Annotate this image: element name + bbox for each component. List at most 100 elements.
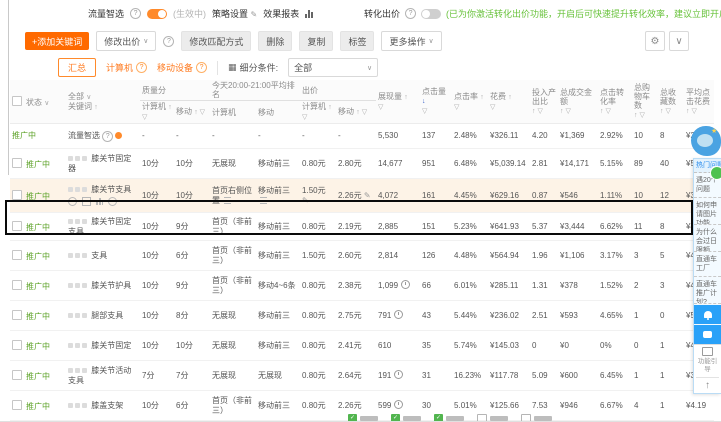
header-metric[interactable]: 平均点击花费 ↑ ▽: [684, 80, 715, 124]
segment-filter-select[interactable]: 全部 ∨: [288, 58, 379, 77]
target-icon[interactable]: [68, 197, 77, 206]
impression-info-icon[interactable]: [394, 370, 404, 379]
header-metric[interactable]: 总收藏数 ↑ ▽: [658, 80, 685, 124]
bid-mobile-cell[interactable]: 2.26元 ✎: [336, 178, 377, 213]
edit-bid-icon[interactable]: ✎: [363, 190, 371, 200]
keyword-cell[interactable]: 膝盖支架: [66, 390, 140, 421]
keyword-cell[interactable]: 腿部支具: [66, 300, 140, 331]
tab-pc[interactable]: 计算机?: [106, 61, 148, 74]
row-checkbox[interactable]: [12, 157, 22, 168]
rank-list-icon[interactable]: [224, 196, 232, 204]
help-icon[interactable]: ?: [405, 8, 417, 19]
header-group-rank[interactable]: 今天20:00-21:00平均排名: [210, 80, 301, 101]
guide-icon[interactable]: [702, 347, 713, 356]
subheader-rank-pc[interactable]: 计算机: [210, 100, 256, 124]
keyword-cell[interactable]: 膝关节支具: [66, 178, 140, 213]
row-checkbox[interactable]: [12, 339, 22, 350]
row-checkbox[interactable]: [12, 189, 22, 200]
settings-gear-button[interactable]: ⚙: [645, 31, 665, 51]
legend-checkbox-icon[interactable]: [434, 414, 443, 421]
subheader-bid-pc[interactable]: 计算机 ↑ ▽: [300, 100, 337, 124]
header-metric[interactable]: 总成交金额 ↑ ▽: [558, 80, 599, 124]
bid-pc-cell[interactable]: 1.50元 ✎: [300, 178, 337, 213]
notification-button[interactable]: [694, 305, 721, 324]
header-group-quality[interactable]: 质量分: [140, 80, 210, 101]
row-checkbox[interactable]: [12, 279, 22, 290]
header-metric[interactable]: 总购物车数 ↑ ▽: [632, 80, 659, 124]
help-icon[interactable]: ?: [102, 130, 114, 142]
legend-checkbox-icon[interactable]: [348, 414, 357, 421]
faq-link[interactable]: 遇20个问题: [694, 173, 721, 198]
more-actions-dropdown[interactable]: 更多操作 ∨: [381, 31, 442, 51]
keyword-text[interactable]: 膝关节护具: [91, 280, 132, 290]
tab-summary[interactable]: 汇总: [58, 58, 97, 77]
impression-info-icon[interactable]: [394, 310, 404, 319]
subheader-rank-mobile[interactable]: 移动: [256, 100, 301, 124]
chart-icon[interactable]: [96, 198, 103, 205]
select-all-checkbox[interactable]: [12, 95, 22, 106]
back-to-top-button[interactable]: ↑: [705, 380, 710, 391]
header-keyword[interactable]: 全部 ∨ 关键词 ↑: [66, 80, 140, 124]
header-status-filter[interactable]: 状态 ∨: [10, 80, 66, 124]
keyword-text[interactable]: 膝盖支架: [91, 400, 124, 410]
faq-link[interactable]: 直通车工厂: [694, 252, 721, 277]
subheader-quality-mobile[interactable]: 移动 ↑ ▽: [174, 100, 210, 124]
header-metric[interactable]: 花费 ↑ ▽: [488, 80, 531, 124]
gmv-cell: ¥600: [558, 360, 599, 391]
header-metric[interactable]: 展现量 ↑ ▽: [376, 80, 421, 124]
rank-list-icon[interactable]: [260, 196, 267, 204]
faq-link[interactable]: 如何申请图片功能: [694, 198, 721, 225]
keyword-cell[interactable]: 支具: [66, 240, 140, 271]
keyword-cell[interactable]: 膝关节固定支具: [66, 212, 140, 241]
modify-bid-dropdown[interactable]: 修改出价 ∨: [96, 31, 157, 51]
faq-link[interactable]: 为什么会过日限额: [694, 225, 721, 252]
keyword-text[interactable]: 膝关节固定器: [68, 153, 132, 173]
faq-link[interactable]: 直通车推广计划?: [694, 277, 721, 304]
header-metric[interactable]: 点击率 ↑ ▽: [452, 80, 489, 124]
keyword-cell[interactable]: 膝关节固定: [66, 330, 140, 361]
subheader-bid-mobile[interactable]: 移动 ↑ ▽: [336, 100, 377, 124]
help-icon[interactable]: ?: [163, 35, 175, 47]
detail-icon[interactable]: [82, 197, 91, 206]
row-checkbox[interactable]: [12, 220, 22, 231]
keyword-text[interactable]: 支具: [91, 250, 108, 260]
keyword-text[interactable]: 腿部支具: [91, 310, 124, 320]
header-metric[interactable]: 点击量 ↓ ▽: [420, 80, 453, 124]
keyword-text[interactable]: 膝关节支具: [91, 185, 132, 194]
keyword-cell[interactable]: 膝关节护具: [66, 270, 140, 301]
rank-pc-cell: 首页（非前三）: [210, 240, 256, 271]
flow-toggle-on[interactable]: [147, 8, 168, 19]
impression-info-icon[interactable]: [394, 400, 404, 409]
impression-info-icon[interactable]: [401, 280, 411, 289]
edit-bid-icon[interactable]: ✎: [302, 195, 309, 205]
collapse-chevron-button[interactable]: ∨: [669, 31, 689, 51]
subheader-quality-pc[interactable]: 计算机 ↑ ▽: [140, 100, 174, 124]
remove-icon[interactable]: [108, 197, 117, 206]
modify-match-button[interactable]: 修改匹配方式: [181, 31, 252, 51]
delete-button[interactable]: 删除: [258, 31, 293, 51]
keyword-hover-actions[interactable]: [68, 197, 138, 206]
header-metric[interactable]: 投入产出比 ↑ ▽: [530, 80, 559, 124]
row-checkbox[interactable]: [12, 249, 22, 260]
strategy-settings-link[interactable]: 策略设置 ✎: [212, 9, 258, 19]
convert-bid-toggle-off[interactable]: [421, 8, 442, 19]
tag-button[interactable]: 标签: [340, 31, 375, 51]
effect-report-link[interactable]: 效果报表: [263, 9, 300, 19]
row-checkbox[interactable]: [12, 369, 22, 380]
row-checkbox[interactable]: [12, 309, 22, 320]
keyword-cell[interactable]: 膝关节活动支具: [66, 360, 140, 391]
row-checkbox[interactable]: [12, 399, 22, 410]
add-keyword-button[interactable]: +添加关键词: [25, 32, 90, 50]
keyword-text[interactable]: 膝关节固定: [91, 340, 132, 350]
keyword-text[interactable]: 膝关节固定支具: [68, 216, 132, 236]
header-group-bid[interactable]: 出价: [300, 80, 377, 101]
keyword-cell[interactable]: 膝关节固定器: [66, 148, 140, 179]
copy-button[interactable]: 复制: [299, 31, 334, 51]
tab-mobile[interactable]: 移动设备?: [157, 61, 208, 74]
chat-button[interactable]: [694, 325, 721, 344]
keyword-text[interactable]: 膝关节活动支具: [68, 365, 132, 385]
assistant-mascot[interactable]: ★: [689, 124, 721, 160]
help-icon[interactable]: ?: [130, 8, 142, 19]
legend-checkbox-icon[interactable]: [391, 414, 400, 421]
header-metric[interactable]: 点击转化率 ↑ ▽: [598, 80, 633, 124]
